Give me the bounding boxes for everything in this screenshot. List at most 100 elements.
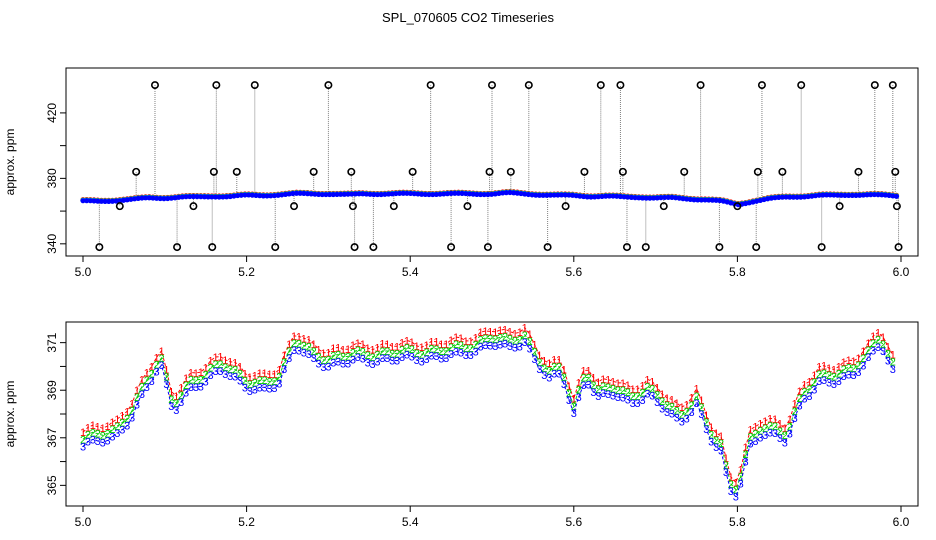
- series3-marker: 3: [684, 414, 690, 426]
- series2-marker: 2: [782, 430, 788, 442]
- series3-marker: 3: [301, 348, 307, 360]
- series3-point: [536, 192, 543, 198]
- series1-marker: 1: [674, 398, 680, 410]
- series3-point: [540, 192, 546, 198]
- series2-marker: 2: [571, 401, 577, 413]
- series3-marker: 3: [168, 401, 174, 413]
- series2-marker: 2: [399, 345, 405, 357]
- outlier-point: [854, 167, 863, 176]
- series2-marker: 2: [541, 363, 547, 375]
- series1-marker: 1: [718, 431, 724, 443]
- series3-marker: 3: [600, 388, 606, 400]
- series2-marker: 2: [252, 378, 258, 390]
- series3-marker: 3: [571, 408, 577, 420]
- outlier-point: [389, 202, 398, 211]
- series1-marker: 1: [698, 395, 704, 407]
- series3-point: [356, 191, 362, 197]
- series3-point: [455, 190, 462, 196]
- series2-marker: 2: [208, 363, 214, 375]
- series1-marker: 1: [536, 350, 542, 362]
- outlier-point: [347, 167, 356, 176]
- series3-point: [643, 195, 649, 201]
- series3-point: [650, 195, 657, 201]
- series2-marker: 2: [728, 479, 734, 491]
- series1-marker: 1: [266, 369, 272, 381]
- series2-marker: 2: [183, 380, 189, 392]
- series2-marker: 2: [605, 382, 611, 394]
- outlier-point: [891, 167, 900, 176]
- series2-marker: 2: [468, 343, 474, 355]
- series3-point: [338, 191, 344, 197]
- x-tick-label: 5.0: [75, 515, 92, 529]
- series3-point: [665, 194, 671, 200]
- series3-marker: 3: [433, 351, 439, 363]
- series2-marker: 2: [296, 339, 302, 351]
- series2-marker: 2: [95, 429, 101, 441]
- series1-marker: 1: [227, 357, 233, 369]
- series2-marker: 2: [203, 370, 209, 382]
- series3-marker: 3: [296, 346, 302, 358]
- y-tick-label: 369: [45, 380, 59, 400]
- series3-marker: 3: [350, 354, 356, 366]
- series3-point: [396, 190, 403, 196]
- series3-marker: 3: [703, 424, 709, 436]
- series2-marker: 2: [713, 435, 719, 447]
- series1-marker: 1: [502, 324, 508, 336]
- x-tick-label: 5.8: [729, 515, 746, 529]
- x-tick-label: 5.6: [565, 515, 582, 529]
- series3-marker: 3: [104, 435, 110, 447]
- series1-marker: 1: [208, 356, 214, 368]
- series1-marker: 1: [738, 464, 744, 476]
- series3-marker: 3: [841, 371, 847, 383]
- x-tick-label: 5.2: [238, 265, 255, 279]
- series1-marker: 1: [80, 427, 86, 439]
- series2-marker: 2: [487, 334, 493, 346]
- series3-point: [157, 195, 163, 202]
- series1-marker: 1: [311, 339, 317, 351]
- series3-marker: 3: [198, 381, 204, 393]
- outlier-point: [733, 202, 742, 211]
- series1-marker: 1: [124, 406, 130, 418]
- series3-point: [319, 191, 325, 198]
- series1-marker: 1: [335, 342, 341, 354]
- series2-marker: 2: [222, 362, 228, 374]
- series2-marker: 2: [306, 342, 312, 354]
- series3-point: [216, 194, 222, 200]
- series3-marker: 3: [870, 345, 876, 357]
- series3-marker: 3: [370, 359, 376, 371]
- series3-marker: 3: [178, 397, 184, 409]
- outlier-point: [208, 243, 217, 252]
- series3-point: [330, 191, 336, 198]
- series3-point: [194, 194, 200, 200]
- series3-marker: 3: [782, 437, 788, 449]
- series3-marker: 3: [806, 391, 812, 403]
- series3-point: [776, 194, 782, 200]
- series2-marker: 2: [404, 343, 410, 355]
- series2-marker: 2: [561, 372, 567, 384]
- series1-marker: 1: [890, 350, 896, 362]
- series3-marker: 3: [144, 382, 150, 394]
- series3-point: [106, 198, 112, 204]
- series2-marker: 2: [262, 375, 268, 387]
- series1-marker: 1: [522, 323, 528, 335]
- series2-marker: 2: [134, 392, 140, 404]
- series1-marker: 1: [355, 338, 361, 350]
- series2-marker: 2: [443, 346, 449, 358]
- outlier-point: [641, 243, 650, 252]
- series1-marker: 1: [222, 355, 228, 367]
- series3-marker: 3: [855, 367, 861, 379]
- outlier-point: [350, 243, 359, 252]
- series3-marker: 3: [654, 397, 660, 409]
- x-tick-label: 6.0: [893, 265, 910, 279]
- series1-marker: 1: [767, 413, 773, 425]
- series1-marker: 1: [409, 337, 415, 349]
- series3-point: [846, 192, 852, 198]
- series2-marker: 2: [767, 421, 773, 433]
- series3-point: [698, 197, 705, 203]
- series3-marker: 3: [320, 362, 326, 374]
- series1-marker: 1: [639, 381, 645, 393]
- series2-marker: 2: [453, 339, 459, 351]
- outlier-point: [324, 81, 333, 90]
- series3-point: [647, 195, 653, 201]
- series3-marker: 3: [409, 351, 415, 363]
